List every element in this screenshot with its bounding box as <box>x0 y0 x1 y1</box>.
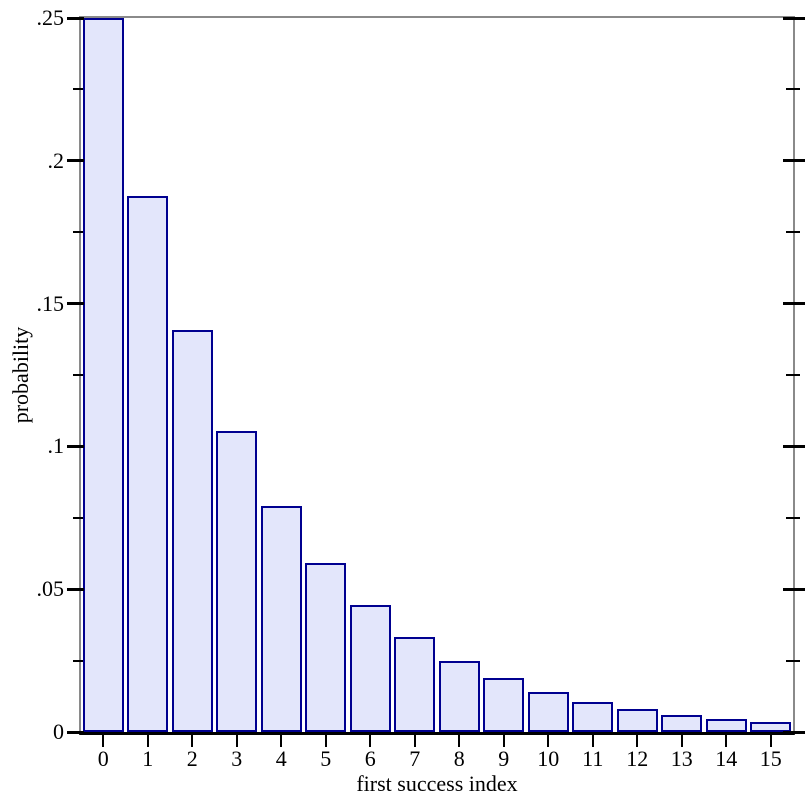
bar <box>661 715 702 732</box>
x-tick-label: 3 <box>231 746 243 771</box>
x-tick-label: 1 <box>142 746 154 771</box>
y-tick-label: .05 <box>36 576 65 602</box>
y-tick-label: .25 <box>36 5 65 30</box>
x-tick-label: 0 <box>97 746 109 771</box>
bar <box>705 719 747 732</box>
x-tick-label: 2 <box>186 746 198 771</box>
x-tick <box>280 735 283 747</box>
y-major-tick-right <box>783 730 805 734</box>
bar <box>483 678 524 732</box>
x-tick <box>413 735 416 747</box>
x-tick-label: 14 <box>715 746 738 771</box>
y-minor-tick-right <box>786 374 800 376</box>
y-major-tick-right <box>783 444 805 448</box>
x-axis-title: first success index <box>356 771 518 796</box>
y-minor-tick-right <box>786 516 800 519</box>
y-major-tick-right <box>783 587 805 591</box>
bar <box>127 196 168 732</box>
y-major-tick <box>67 444 84 448</box>
x-tick <box>458 735 461 747</box>
y-minor-tick-right <box>786 88 800 91</box>
x-tick-label: 7 <box>409 746 421 771</box>
y-tick-label: .1 <box>47 433 65 459</box>
x-tick <box>769 735 772 747</box>
x-tick <box>102 735 105 747</box>
x-tick-label: 15 <box>759 746 782 771</box>
y-axis-title: probability <box>8 326 33 424</box>
x-tick-label: 10 <box>537 746 560 771</box>
bar <box>216 431 257 732</box>
y-major-tick <box>67 302 84 306</box>
bar <box>305 563 346 732</box>
plot-area <box>79 16 795 735</box>
x-tick <box>636 735 639 747</box>
x-tick <box>547 735 550 747</box>
bar <box>750 722 791 732</box>
y-tick-label: .15 <box>36 290 65 316</box>
y-minor-tick <box>73 231 83 234</box>
bar <box>82 18 124 732</box>
y-major-tick <box>67 16 84 20</box>
y-minor-tick <box>73 374 83 376</box>
y-major-tick <box>67 587 84 591</box>
y-major-tick-right <box>783 302 805 306</box>
bar <box>438 661 480 732</box>
x-tick-label: 4 <box>275 746 287 771</box>
y-minor-tick <box>73 88 83 91</box>
y-tick-label: .2 <box>47 147 65 173</box>
x-tick <box>191 735 194 747</box>
bar <box>527 692 569 732</box>
x-tick <box>725 735 728 747</box>
y-major-tick-right <box>783 159 805 163</box>
x-tick <box>680 735 683 747</box>
bar <box>394 637 435 732</box>
x-tick <box>369 735 372 747</box>
y-tick-label: 0 <box>53 719 64 744</box>
y-major-tick <box>67 730 84 734</box>
x-tick <box>235 735 238 747</box>
x-tick <box>324 735 327 747</box>
y-major-tick-right <box>783 16 805 20</box>
bar <box>616 709 658 732</box>
x-tick-label: 12 <box>626 746 649 771</box>
bar <box>572 702 613 732</box>
x-tick-label: 9 <box>498 746 510 771</box>
y-minor-tick <box>73 659 83 662</box>
y-major-tick <box>67 159 84 163</box>
x-tick <box>591 735 594 747</box>
x-tick-label: 5 <box>320 746 332 771</box>
y-minor-tick-right <box>786 231 800 234</box>
x-tick-label: 6 <box>364 746 376 771</box>
bar <box>171 330 213 732</box>
x-tick-label: 11 <box>582 746 604 771</box>
bar <box>260 506 302 732</box>
y-minor-tick <box>73 516 83 519</box>
bar <box>349 605 391 732</box>
x-tick-label: 8 <box>453 746 465 771</box>
x-tick <box>146 735 149 747</box>
x-tick-label: 13 <box>670 746 693 771</box>
y-minor-tick-right <box>786 659 800 662</box>
x-tick <box>502 735 505 747</box>
